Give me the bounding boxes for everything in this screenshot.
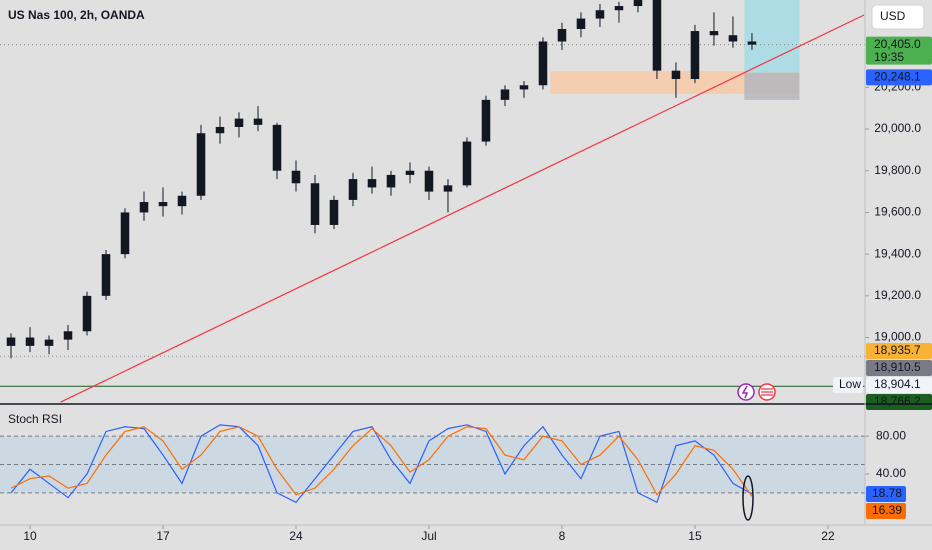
indicator-title: Stoch RSI — [8, 412, 62, 426]
price-label-box — [866, 69, 932, 86]
price-label: 18,766.2 — [874, 394, 921, 408]
stoch-y-tick-label: 80.00 — [876, 428, 906, 442]
candle-body — [63, 331, 73, 340]
currency-label[interactable]: USD — [880, 9, 906, 23]
candle-body — [557, 28, 567, 42]
candle-body — [139, 202, 149, 213]
candle-body — [253, 118, 263, 125]
candle-body — [158, 202, 168, 207]
candle-body — [44, 339, 54, 346]
candle-body — [82, 295, 92, 332]
candle-body — [272, 124, 282, 171]
candle-body — [120, 212, 130, 255]
candle-body — [6, 337, 16, 346]
annotation-ellipse — [742, 475, 754, 521]
price-label-time: 19:35 — [874, 50, 904, 64]
candle-body — [25, 337, 35, 346]
y-tick-label: 19,600.0 — [874, 205, 921, 219]
candle-body — [215, 126, 225, 134]
candle-body — [424, 170, 434, 192]
low-label: Low — [839, 377, 861, 391]
candle-body — [747, 41, 757, 45]
event-icon[interactable] — [737, 383, 755, 401]
flag-stripes — [761, 388, 773, 396]
y-tick-label: 19,400.0 — [874, 246, 921, 260]
x-tick-label: 15 — [688, 529, 702, 543]
stoch-y-tick-label: 40.00 — [876, 466, 906, 480]
stoch-line — [10, 426, 753, 497]
price-label: 18,935.7 — [874, 343, 921, 357]
candle-body — [348, 179, 358, 200]
price-label-box — [866, 376, 932, 393]
stoch-pane — [0, 424, 865, 504]
stoch-value-label: 18.78 — [872, 486, 902, 500]
x-tick-label: 24 — [289, 529, 303, 543]
candle-body — [291, 170, 301, 184]
candle-body — [367, 179, 377, 188]
price-label: 18,910.5 — [874, 360, 921, 374]
candle-body — [196, 133, 206, 196]
stop-zone — [744, 72, 800, 100]
candle-body — [177, 195, 187, 207]
candle-body — [576, 18, 586, 29]
price-label: 20,248.1 — [874, 69, 921, 83]
price-label: 18,904.1 — [874, 377, 921, 391]
candle-body — [462, 141, 472, 186]
x-tick-label: 10 — [23, 529, 37, 543]
stoch-value-box — [866, 503, 906, 520]
candle-body — [500, 89, 510, 100]
y-tick-label: 19,800.0 — [874, 163, 921, 177]
price-label-box — [866, 342, 932, 359]
x-tick-label: 8 — [559, 529, 566, 543]
x-tick-label: Jul — [421, 529, 436, 543]
price-label-box — [866, 393, 932, 410]
candle-body — [538, 41, 548, 86]
candle-body — [595, 10, 605, 19]
candle-body — [310, 183, 320, 225]
x-tick-label: 17 — [156, 529, 170, 543]
candle-body — [386, 174, 396, 188]
price-label: 20,405.0 — [874, 37, 921, 51]
candle-body — [519, 85, 529, 90]
y-tick-label: 19,000.0 — [874, 330, 921, 344]
currency-button[interactable] — [871, 4, 925, 30]
trend-line — [60, 14, 865, 403]
stoch-value-label: 16.39 — [872, 503, 902, 517]
candle-body — [481, 99, 491, 142]
low-box — [833, 376, 863, 393]
candle-body — [101, 254, 111, 296]
stoch-line — [10, 424, 753, 504]
price-label-box — [866, 36, 932, 65]
lightning-icon — [741, 385, 749, 399]
y-tick-label: 19,200.0 — [874, 288, 921, 302]
candle-body — [709, 31, 719, 36]
candle-body — [405, 170, 415, 175]
target-zone — [744, 0, 800, 73]
axes: 20,200.020,000.019,800.019,600.019,400.0… — [23, 36, 932, 543]
candle-body — [633, 0, 643, 7]
price-pane — [0, 0, 865, 403]
candle-body — [329, 199, 339, 225]
candle-body — [690, 31, 700, 80]
candle-body — [671, 70, 681, 80]
chart-title: US Nas 100, 2h, OANDA — [8, 8, 145, 22]
y-tick-label: 20,000.0 — [874, 121, 921, 135]
stoch-value-box — [866, 486, 906, 503]
zone — [550, 71, 800, 95]
x-tick-label: 22 — [821, 529, 835, 543]
candle-body — [652, 0, 662, 71]
price-label-box — [866, 359, 932, 376]
candle-body — [443, 185, 453, 192]
candle-body — [234, 118, 244, 127]
candle-body — [614, 6, 624, 11]
candle-body — [728, 35, 738, 42]
